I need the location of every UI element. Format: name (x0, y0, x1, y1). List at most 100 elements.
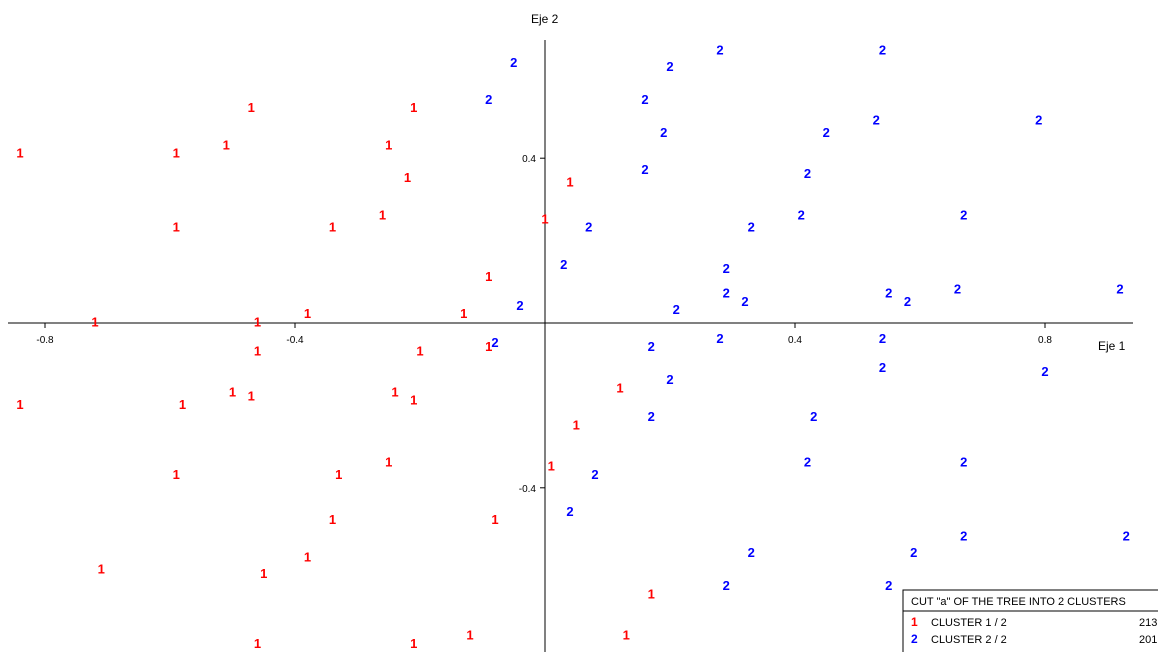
cluster-1-point: 1 (16, 146, 23, 161)
cluster-1-point: 1 (329, 512, 336, 527)
cluster-1-point: 1 (410, 636, 417, 651)
y-tick-label: 0.4 (522, 154, 536, 165)
cluster-2-point: 2 (885, 286, 892, 301)
cluster-1-point: 1 (254, 314, 261, 329)
cluster-1-point: 1 (416, 343, 423, 358)
cluster-1-point: 1 (248, 389, 255, 404)
cluster-1-point: 1 (623, 628, 630, 643)
cluster-1-point: 1 (91, 314, 98, 329)
cluster-2-point: 2 (879, 360, 886, 375)
y-tick-label: -0.4 (519, 484, 537, 495)
cluster-1-point: 1 (573, 417, 580, 432)
cluster-1-point: 1 (648, 586, 655, 601)
x-tick-label: 0.4 (788, 335, 802, 346)
cluster-1-point: 1 (379, 207, 386, 222)
cluster-2-point: 2 (748, 220, 755, 235)
cluster-2-point: 2 (723, 286, 730, 301)
cluster-1-point: 1 (491, 512, 498, 527)
cluster-2-point: 2 (879, 43, 886, 58)
cluster-2-point: 2 (723, 261, 730, 276)
cluster-2-point: 2 (954, 281, 961, 296)
cluster-2-point: 2 (804, 166, 811, 181)
cluster-2-point: 2 (873, 113, 880, 128)
cluster-1-point: 1 (410, 100, 417, 115)
cluster-2-point: 2 (560, 257, 567, 272)
data-points: 1 1 1 1 1 1 1 1 1 1 1 1 1 1 1 1 1 1 1 1 1 1 1 1 1 1 1 1 1 1 1 1 1 1 1 1 1 1 1 1… (16, 43, 1129, 651)
cluster-2-point: 2 (741, 294, 748, 309)
cluster-1-point: 1 (254, 636, 261, 651)
cluster-1-point: 1 (485, 269, 492, 284)
cluster-2-point: 2 (516, 298, 523, 313)
cluster-2-point: 2 (960, 529, 967, 544)
cluster-2-point: 2 (641, 92, 648, 107)
legend-marker: 1 (911, 615, 918, 629)
cluster-1-point: 1 (254, 343, 261, 358)
cluster-1-point: 1 (466, 628, 473, 643)
legend-box (902, 589, 1158, 652)
cluster-2-point: 2 (716, 43, 723, 58)
legend-entry-count: 201 (1139, 634, 1157, 646)
cluster-2-point: 2 (1035, 113, 1042, 128)
cluster-2-point: 2 (904, 294, 911, 309)
cluster-1-point: 1 (541, 211, 548, 226)
cluster-2-point: 2 (810, 409, 817, 424)
cluster-1-point: 1 (460, 306, 467, 321)
cluster-2-point: 2 (485, 92, 492, 107)
legend-entry-count: 213 (1139, 617, 1157, 629)
cluster-2-point: 2 (666, 372, 673, 387)
cluster-1-point: 1 (98, 562, 105, 577)
cluster-2-point: 2 (960, 207, 967, 222)
cluster-1-point: 1 (385, 455, 392, 470)
cluster-2-point: 2 (510, 55, 517, 70)
cluster-1-point: 1 (304, 549, 311, 564)
cluster-2-point: 2 (804, 455, 811, 470)
cluster-1-point: 1 (410, 393, 417, 408)
x-tick-label: 0.8 (1038, 335, 1052, 346)
cluster-2-point: 2 (1123, 529, 1130, 544)
y-axis-title: Eje 2 (531, 12, 559, 26)
cluster-2-point: 2 (591, 467, 598, 482)
cluster-1-point: 1 (485, 339, 492, 354)
legend: CUT "a" OF THE TREE INTO 2 CLUSTERS 1 CLUS… (902, 589, 1158, 652)
legend-entry-label: CLUSTER 1 / 2 (931, 617, 1007, 629)
cluster-1-point: 1 (260, 566, 267, 581)
legend-title: CUT "a" OF THE TREE INTO 2 CLUSTERS (911, 596, 1126, 608)
cluster-1-point: 1 (173, 146, 180, 161)
x-tick-label: -0.8 (36, 335, 54, 346)
cluster-2-point: 2 (885, 578, 892, 593)
cluster-2-point: 2 (748, 545, 755, 560)
cluster-1-point: 1 (223, 137, 230, 152)
x-axis-title: Eje 1 (1098, 339, 1126, 353)
cluster-2-point: 2 (1041, 364, 1048, 379)
cluster-1-point: 1 (179, 397, 186, 412)
cluster-1-point: 1 (335, 467, 342, 482)
cluster-1-point: 1 (404, 170, 411, 185)
cluster-1-point: 1 (566, 174, 573, 189)
legend-entry-label: CLUSTER 2 / 2 (931, 634, 1007, 646)
cluster-2-point: 2 (723, 578, 730, 593)
cluster-2-point: 2 (716, 331, 723, 346)
cluster-1-point: 1 (229, 384, 236, 399)
cluster-1-point: 1 (329, 220, 336, 235)
cluster-2-point: 2 (585, 220, 592, 235)
cluster-1-point: 1 (548, 459, 555, 474)
cluster-1-point: 1 (173, 467, 180, 482)
axes: -0.8 -0.4 0.4 0.8 0.4 -0.4 Eje 1 Eje 2 (8, 12, 1133, 652)
legend-marker: 2 (911, 632, 918, 646)
cluster-1-point: 1 (616, 380, 623, 395)
cluster-2-point: 2 (666, 59, 673, 74)
cluster-2-point: 2 (798, 207, 805, 222)
cluster-1-point: 1 (304, 306, 311, 321)
cluster-1-point: 1 (173, 220, 180, 235)
cluster-2-point: 2 (960, 455, 967, 470)
cluster-1-point: 1 (385, 137, 392, 152)
cluster-2-point: 2 (673, 302, 680, 317)
cluster-1-point: 1 (391, 384, 398, 399)
cluster-2-point: 2 (566, 504, 573, 519)
x-tick-label: -0.4 (286, 335, 304, 346)
cluster-2-point: 2 (910, 545, 917, 560)
cluster-2-point: 2 (1116, 281, 1123, 296)
cluster-1-point: 1 (248, 100, 255, 115)
cluster-2-point: 2 (879, 331, 886, 346)
